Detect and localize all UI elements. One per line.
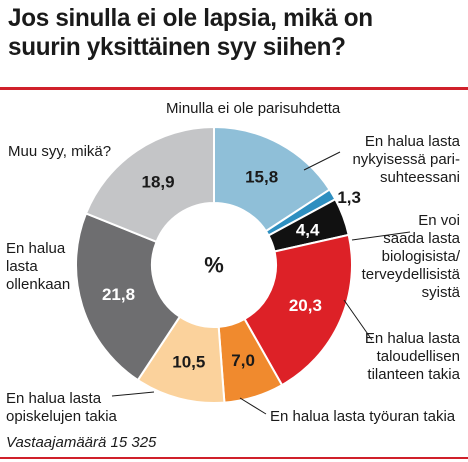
leader-line: [111, 391, 155, 397]
chart-title: Jos sinulla ei ole lapsia, mikä on suuri…: [8, 4, 446, 62]
slice-value-label: 10,5: [172, 352, 205, 371]
slice-value-label: 18,9: [142, 173, 175, 192]
donut-slice: [84, 125, 215, 244]
leader-line: [239, 397, 267, 415]
bottom-rule: [0, 457, 468, 459]
label-career: En halua lasta työuran takia: [270, 408, 456, 425]
label-no-relationship: Minulla ei ole parisuhdetta: [166, 100, 341, 117]
slice-value-label: 21,8: [102, 285, 135, 304]
label-biological-reasons: En voi saada lasta biologisista/ terveyd…: [361, 212, 460, 301]
donut-slice: [75, 212, 182, 382]
top-rule: [0, 87, 468, 90]
leader-line: [303, 151, 341, 171]
label-other-reason: Muu syy, mikä?: [8, 143, 112, 160]
slice-value-label: 20,3: [289, 296, 322, 315]
label-studies: En halua lasta opiskelujen takia: [6, 390, 117, 425]
slice-value-label: 1,3: [337, 188, 361, 207]
donut-slice: [243, 233, 353, 387]
title-line-1: Jos sinulla ei ole lapsia, mikä on: [8, 4, 373, 32]
slice-value-label: 7,0: [231, 351, 255, 370]
label-financial-situation: En halua lasta taloudellisen tilanteen t…: [364, 330, 460, 383]
respondent-count: Vastaajamäärä 15 325: [6, 434, 157, 451]
slice-value-label: 4,4: [296, 220, 320, 239]
slice-value-label: 15,8: [245, 168, 278, 187]
center-unit-label: %: [204, 253, 224, 278]
leader-line: [351, 231, 411, 241]
title-line-2: suurin yksittäinen syy siihen?: [8, 33, 346, 61]
leader-line: [343, 299, 373, 341]
label-not-at-all: En halua lasta ollenkaan: [6, 240, 71, 293]
label-not-in-current-relationship: En halua lasta nykyisessä pari- suhteess…: [352, 133, 460, 186]
